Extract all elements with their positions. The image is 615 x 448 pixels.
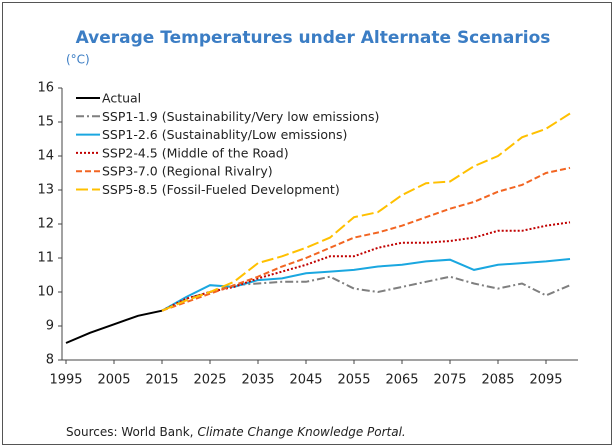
legend-label: SSP1-2.6 (Sustainablity/Low emissions) [102,127,347,142]
x-tick-label: 2005 [97,373,130,388]
x-tick-label: 1995 [49,373,82,388]
y-tick-label: 9 [46,319,54,334]
source-note: Sources: World Bank, Climate Change Knowl… [66,425,406,439]
legend-label: Actual [102,91,141,106]
y-tick-label: 8 [46,353,54,368]
series-line [65,309,163,344]
source-prefix: Sources: World Bank, [66,425,193,439]
legend-label: SSP5-8.5 (Fossil-Fueled Development) [102,182,340,197]
x-tick-label: 2035 [241,373,274,388]
x-tick-label: 2055 [337,373,370,388]
x-tick-label: 2025 [193,373,226,388]
y-tick-label: 14 [37,149,54,164]
y-tick-label: 11 [37,251,54,266]
legend-label: SSP2-4.5 (Middle of the Road) [102,145,289,160]
legend-label: SSP3-7.0 (Regional Rivalry) [102,164,273,179]
x-tick-label: 2065 [385,373,418,388]
x-tick-label: 2075 [433,373,466,388]
y-tick-label: 10 [37,285,54,300]
series-line [161,221,571,312]
y-tick-label: 15 [37,115,54,130]
legend-label: SSP1-1.9 (Sustainability/Very low emissi… [102,109,379,124]
x-tick-label: 2015 [145,373,178,388]
series-line [161,275,571,312]
series-line [161,166,571,312]
source-italic: Climate Change Knowledge Portal. [197,425,405,439]
x-tick-label: 2045 [289,373,322,388]
series-line [161,112,571,312]
chart-subtitle: (°C) [66,53,90,67]
x-tick-label: 2085 [481,373,514,388]
x-tick-label: 2095 [529,373,562,388]
chart-title: Average Temperatures under Alternate Sce… [76,28,551,48]
y-tick-label: 13 [37,183,54,198]
y-tick-label: 16 [37,81,54,96]
y-tick-label: 12 [37,217,54,232]
